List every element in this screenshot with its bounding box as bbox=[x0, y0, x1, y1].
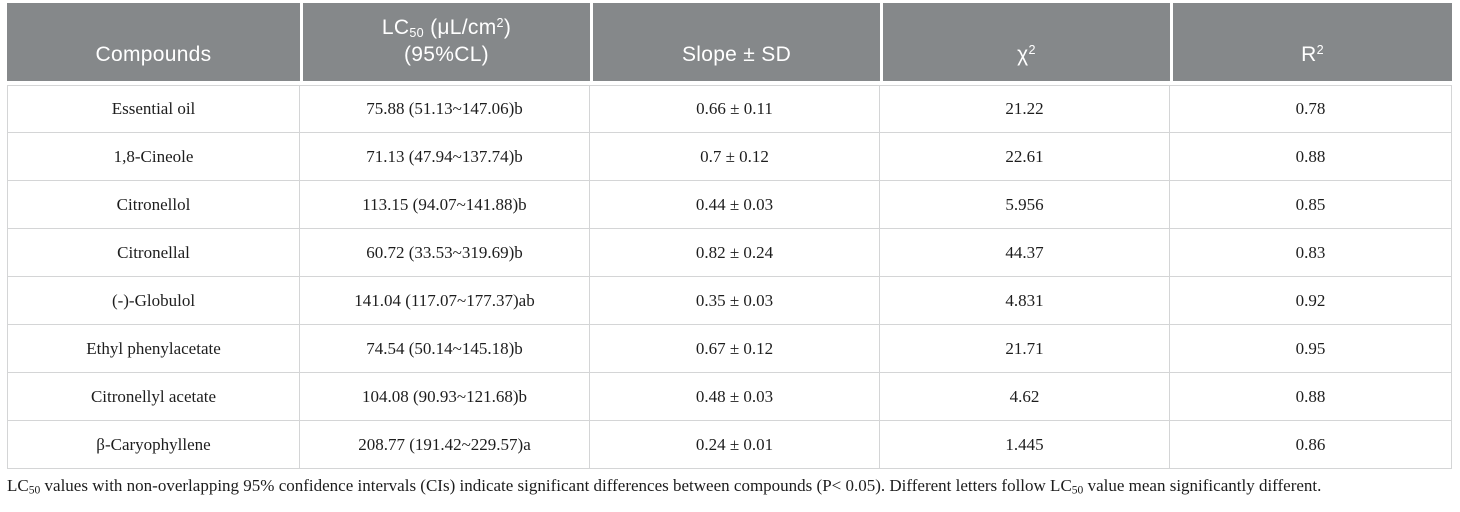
col-header-compounds: Compounds bbox=[7, 3, 300, 85]
lc50-superscript: 2 bbox=[496, 15, 504, 30]
cell-r2: 0.78 bbox=[1170, 85, 1452, 133]
table-row: (-)-Globulol 141.04 (117.07~177.37)ab 0.… bbox=[7, 277, 1452, 325]
table-row: Citronellyl acetate 104.08 (90.93~121.68… bbox=[7, 373, 1452, 421]
footnote-lc50-subscript: 50 bbox=[28, 483, 41, 497]
footnote-text: LC bbox=[7, 476, 29, 495]
footnote-text: value mean significantly different. bbox=[1083, 476, 1322, 495]
lc50-base: LC bbox=[381, 15, 410, 39]
table-row: β-Caryophyllene 208.77 (191.42~229.57)a … bbox=[7, 421, 1452, 469]
col-header-lc50-line1: LC50 (μL/cm2) bbox=[307, 15, 586, 42]
cell-chi2: 21.22 bbox=[880, 85, 1170, 133]
cell-compound: Citronellyl acetate bbox=[7, 373, 300, 421]
cell-r2: 0.88 bbox=[1170, 133, 1452, 181]
table-row: Essential oil 75.88 (51.13~147.06)b 0.66… bbox=[7, 85, 1452, 133]
cell-chi2: 44.37 bbox=[880, 229, 1170, 277]
cell-slope: 0.67 ± 0.12 bbox=[590, 325, 880, 373]
col-header-compounds-label: Compounds bbox=[95, 42, 212, 66]
cell-compound: 1,8-Cineole bbox=[7, 133, 300, 181]
cell-compound: Citronellol bbox=[7, 181, 300, 229]
col-header-chi-squared: χ2 bbox=[880, 3, 1170, 85]
cell-lc50: 74.54 (50.14~145.18)b bbox=[300, 325, 590, 373]
lc50-table: Compounds LC50 (μL/cm2) (95%CL) Slope ± … bbox=[7, 3, 1452, 469]
col-header-lc50-line2: (95%CL) bbox=[404, 42, 489, 66]
table-row: Ethyl phenylacetate 74.54 (50.14~145.18)… bbox=[7, 325, 1452, 373]
cell-r2: 0.92 bbox=[1170, 277, 1452, 325]
cell-slope: 0.35 ± 0.03 bbox=[590, 277, 880, 325]
cell-r2: 0.83 bbox=[1170, 229, 1452, 277]
cell-compound: β-Caryophyllene bbox=[7, 421, 300, 469]
cell-lc50: 113.15 (94.07~141.88)b bbox=[300, 181, 590, 229]
cell-lc50: 71.13 (47.94~137.74)b bbox=[300, 133, 590, 181]
cell-slope: 0.48 ± 0.03 bbox=[590, 373, 880, 421]
cell-lc50: 141.04 (117.07~177.37)ab bbox=[300, 277, 590, 325]
footnote-lc50-subscript: 50 bbox=[1071, 483, 1084, 497]
table-row: Citronellal 60.72 (33.53~319.69)b 0.82 ±… bbox=[7, 229, 1452, 277]
header-row: Compounds LC50 (μL/cm2) (95%CL) Slope ± … bbox=[7, 3, 1452, 85]
lc50-units: (μL/cm bbox=[423, 15, 497, 39]
cell-r2: 0.85 bbox=[1170, 181, 1452, 229]
cell-compound: (-)-Globulol bbox=[7, 277, 300, 325]
cell-r2: 0.95 bbox=[1170, 325, 1452, 373]
cell-slope: 0.7 ± 0.12 bbox=[590, 133, 880, 181]
table-body: Essential oil 75.88 (51.13~147.06)b 0.66… bbox=[7, 85, 1452, 469]
cell-r2: 0.86 bbox=[1170, 421, 1452, 469]
cell-lc50: 75.88 (51.13~147.06)b bbox=[300, 85, 590, 133]
cell-r2: 0.88 bbox=[1170, 373, 1452, 421]
chi-superscript: 2 bbox=[1028, 42, 1036, 57]
col-header-lc50: LC50 (μL/cm2) (95%CL) bbox=[300, 3, 590, 85]
lc50-subscript: 50 bbox=[409, 26, 424, 41]
cell-chi2: 4.62 bbox=[880, 373, 1170, 421]
cell-compound: Citronellal bbox=[7, 229, 300, 277]
cell-compound: Ethyl phenylacetate bbox=[7, 325, 300, 373]
page: Compounds LC50 (μL/cm2) (95%CL) Slope ± … bbox=[7, 3, 1452, 496]
cell-slope: 0.82 ± 0.24 bbox=[590, 229, 880, 277]
col-header-slope: Slope ± SD bbox=[590, 3, 880, 85]
table-row: Citronellol 113.15 (94.07~141.88)b 0.44 … bbox=[7, 181, 1452, 229]
cell-chi2: 4.831 bbox=[880, 277, 1170, 325]
cell-slope: 0.44 ± 0.03 bbox=[590, 181, 880, 229]
cell-slope: 0.24 ± 0.01 bbox=[590, 421, 880, 469]
cell-slope: 0.66 ± 0.11 bbox=[590, 85, 880, 133]
r-base: R bbox=[1301, 42, 1317, 66]
cell-compound: Essential oil bbox=[7, 85, 300, 133]
cell-lc50: 208.77 (191.42~229.57)a bbox=[300, 421, 590, 469]
cell-chi2: 5.956 bbox=[880, 181, 1170, 229]
footnote-text: values with non-overlapping 95% confiden… bbox=[40, 476, 1072, 495]
cell-chi2: 21.71 bbox=[880, 325, 1170, 373]
r-superscript: 2 bbox=[1316, 42, 1324, 57]
cell-lc50: 104.08 (90.93~121.68)b bbox=[300, 373, 590, 421]
table-row: 1,8-Cineole 71.13 (47.94~137.74)b 0.7 ± … bbox=[7, 133, 1452, 181]
chi-base: χ bbox=[1017, 42, 1029, 66]
col-header-r-squared: R2 bbox=[1170, 3, 1452, 85]
table-header: Compounds LC50 (μL/cm2) (95%CL) Slope ± … bbox=[7, 3, 1452, 85]
cell-lc50: 60.72 (33.53~319.69)b bbox=[300, 229, 590, 277]
cell-chi2: 1.445 bbox=[880, 421, 1170, 469]
cell-chi2: 22.61 bbox=[880, 133, 1170, 181]
table-footnote: LC50 values with non-overlapping 95% con… bbox=[7, 476, 1452, 496]
lc50-units-close: ) bbox=[503, 15, 512, 39]
